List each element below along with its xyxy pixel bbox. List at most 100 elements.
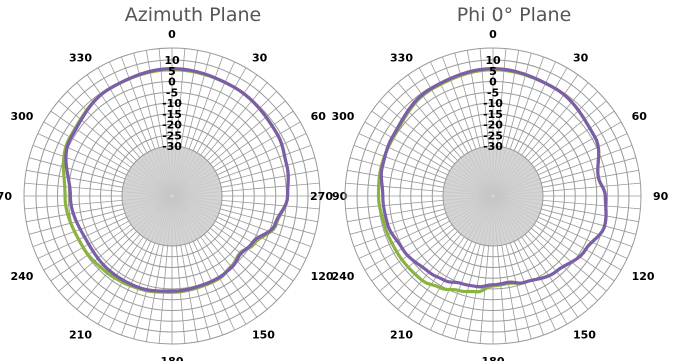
grid-spoke [538,133,628,176]
inner-spoke [460,157,493,195]
grid-spoke [217,133,307,176]
chart-title-azimuth: Azimuth Plane [124,4,262,26]
grid-spoke [86,74,144,156]
grid-spoke [509,242,544,336]
r-tick-label: -15 [162,108,182,121]
grid-spoke [180,245,199,342]
angle-tick-label: 0 [489,28,497,41]
angle-tick-label: 180 [482,355,505,361]
inner-spoke [492,146,503,195]
inner-spoke [494,166,535,196]
grid-spoke [175,48,186,147]
grid-spoke [430,241,473,331]
inner-spoke [173,196,216,222]
r-tick-label: -25 [483,129,503,142]
inner-spoke [173,196,218,218]
grid-spoke [43,121,129,172]
angle-tick-label: 330 [390,51,413,64]
grid-spoke [496,245,507,344]
angle-tick-label: 150 [252,329,275,342]
inner-spoke [488,197,494,246]
grid-spoke [145,245,164,342]
inner-spoke [130,196,171,226]
inner-spoke [139,157,172,195]
inner-spoke [454,163,492,196]
r-tick-label: -10 [483,97,503,110]
inner-spoke [172,152,198,195]
grid-spoke [539,212,633,247]
grid-spoke [454,52,481,148]
inner-spoke [467,197,493,240]
grid-spoke [542,204,639,223]
inner-spoke [173,196,214,226]
inner-spoke [454,196,492,229]
grid-spoke [521,74,579,156]
grid-ring [442,145,544,247]
grid-spoke [539,145,633,180]
inner-spoke [447,174,492,196]
inner-spoke [447,196,492,218]
grid-spoke [541,208,637,235]
inner-spoke [122,186,171,197]
grid-spoke [536,220,622,271]
inner-spoke [443,186,492,197]
grid-spoke [349,157,445,184]
grid-spoke [210,227,286,292]
grid-spoke [379,100,455,165]
grid-spoke [513,61,556,151]
grid-ring [410,113,576,279]
inner-spoke [173,196,220,214]
inner-spoke [173,197,208,232]
grid-spoke [353,212,447,247]
grid-spoke [531,100,607,165]
inner-spoke [173,195,222,201]
inner-spoke [467,152,493,195]
r-tick-label: 5 [489,65,497,78]
angle-tick-label: 330 [69,51,92,64]
grid-spoke [109,61,152,151]
inner-spoke [172,197,190,244]
inner-spoke [457,160,492,195]
r-tick-label: -20 [162,119,182,132]
r-tick-label: -5 [166,86,178,99]
grid-spoke [180,50,199,147]
inner-spoke [492,197,498,246]
grid-ring [110,134,234,258]
grid-spoke [347,204,444,223]
grid-ring [356,59,630,333]
grid-spoke [196,67,247,153]
grid-spoke [175,245,186,344]
angle-tick-label: 30 [573,51,589,64]
inner-spoke [494,196,541,214]
inner-spoke [172,197,198,240]
grid-spoke [192,241,235,331]
inner-spoke [493,197,507,245]
series-line-2 [64,67,290,293]
inner-spoke [493,197,511,244]
inner-spoke [451,196,492,226]
r-tick-label: -25 [162,129,182,142]
grid-spoke [145,50,164,147]
inner-spoke [167,197,173,246]
inner-spoke [443,191,492,197]
inner-spoke [124,196,171,214]
grid-spoke [536,121,622,172]
inner-spoke [172,197,194,242]
grid-ring [89,113,255,279]
inner-spoke [136,160,171,195]
inner-spoke [133,196,171,229]
grid-spoke [524,82,589,158]
grid-spoke [517,239,568,325]
grid-spoke [542,169,639,188]
angle-tick-label: 180 [161,355,184,361]
r-tick-label: -30 [483,140,503,153]
polar-chart-2: 1050-5-10-15-20-25-300306090120150180210… [310,28,669,361]
grid-spoke [67,231,137,301]
inner-spoke [492,146,498,195]
inner-spoke [457,197,492,232]
inner-spoke [494,195,543,201]
grid-spoke [188,56,223,150]
angle-tick-label: 30 [252,51,268,64]
grid-spoke [158,48,169,147]
inner-spoke [494,197,529,232]
